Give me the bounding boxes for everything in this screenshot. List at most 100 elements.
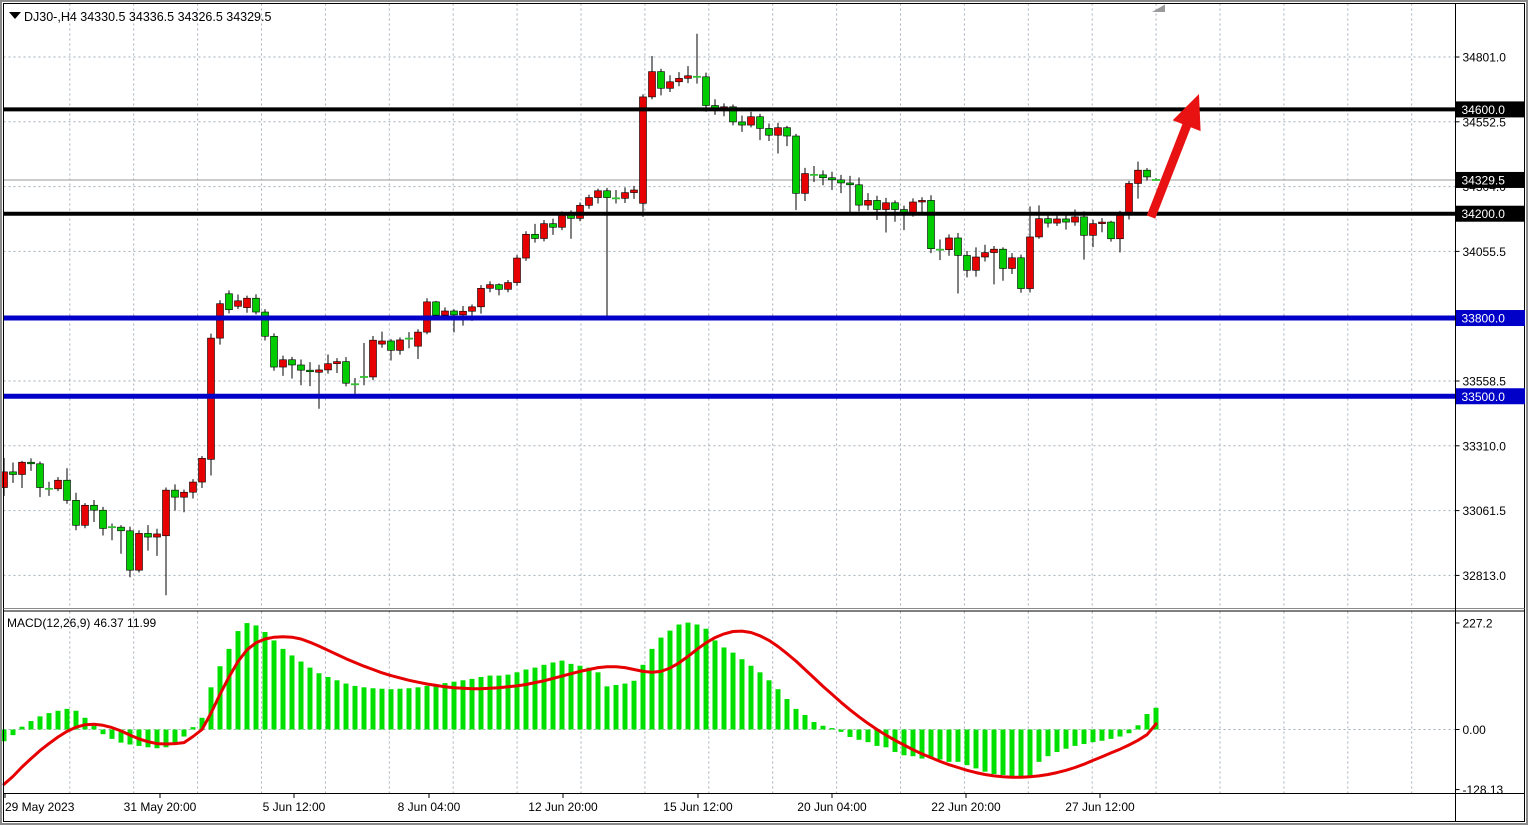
price-badge [1456,171,1525,188]
macd-histogram-bar [91,725,97,730]
chart-title: DJ30-,H4 34330.5 34336.5 34326.5 34329.5 [24,10,271,24]
macd-histogram-bar [100,729,106,735]
macd-histogram-bar [271,640,277,730]
candle-bear [819,174,827,179]
price-tick-label: 33061.5 [1463,504,1507,518]
candle-bull [594,190,602,198]
macd-histogram-bar [37,716,43,730]
macd-histogram-bar [118,729,124,743]
candle-bear [90,504,98,511]
macd-histogram-bar [415,687,421,730]
macd-histogram-bar [640,664,646,730]
candle-bull [333,361,341,364]
macd-histogram-bar [604,686,610,730]
chart-shift-marker-icon[interactable] [1152,4,1165,13]
candle-bear [846,182,854,186]
candle-bear [999,248,1007,269]
candle-bull [18,461,26,475]
trend-arrow-shaft[interactable] [1146,120,1193,219]
candle-bear [729,106,737,123]
candle-bear [432,301,440,316]
candle-bull [279,359,287,368]
macd-histogram-bar [73,710,79,730]
macd-histogram-bar [955,729,961,762]
candle-bear [756,116,764,129]
candle-bear [1017,257,1025,289]
macd-histogram-bar [874,729,880,746]
macd-histogram-bar [1117,729,1123,737]
macd-histogram-bar [253,625,259,730]
candle-bull [486,284,494,289]
symbol-dropdown-icon[interactable] [9,12,21,19]
candle-bear [792,135,800,194]
candle-bull [81,504,89,526]
candle-bear [702,76,710,106]
macd-histogram-bar [586,667,592,730]
candle-bull [477,287,485,308]
candle-bull [801,173,809,194]
macd-histogram-bar [487,675,493,730]
macd-histogram-bar [1126,729,1132,734]
macd-tick-label: -128.13 [1463,783,1504,797]
candle-bull [369,339,377,378]
candle-bull [747,116,755,126]
macd-histogram-bar [667,630,673,730]
macd-histogram-bar [46,713,52,730]
macd-histogram-bar [595,672,601,730]
candle-bull [234,300,242,307]
macd-histogram-bar [532,667,538,730]
macd-histogram-bar [739,659,745,730]
candle-bear [657,71,665,89]
time-tick-label: 12 Jun 20:00 [528,800,598,814]
time-axis[interactable] [3,794,1456,822]
candle-bear [927,200,935,249]
candle-bull [1026,236,1034,289]
candle-bear [261,311,269,337]
macd-histogram-bar [154,729,160,749]
price-badge-label: 34200.0 [1462,207,1506,221]
macd-histogram-bar [919,729,925,759]
macd-histogram-bar [316,673,322,730]
macd-histogram-bar [1144,714,1150,730]
candle-bull [1134,169,1142,184]
candle-bull [315,369,323,373]
macd-histogram-bar [505,674,511,730]
candle-bull [468,306,476,312]
macd-histogram-bar [784,699,790,730]
candle-bear [126,530,134,571]
candle-bear [387,340,395,351]
macd-indicator-label: MACD(12,26,9) 46.37 11.99 [7,616,157,630]
candle-bear [450,310,458,316]
trend-arrow-head[interactable] [1172,94,1201,132]
macd-histogram-bar [694,624,700,730]
macd-histogram-bar [163,729,169,748]
candle-bull [774,127,782,136]
time-tick-label: 27 Jun 12:00 [1065,800,1135,814]
candle-bull [1008,257,1016,269]
candle-bull [1098,221,1106,224]
candle-bull [882,202,890,210]
time-tick-label: 29 May 2023 [5,800,75,814]
macd-histogram-bar [811,722,817,730]
candle-bear [873,200,881,210]
candle-bear [963,255,971,271]
macd-histogram-bar [298,661,304,730]
candle-bull [522,234,530,259]
candle-bull [189,481,197,493]
macd-histogram-bar [451,681,457,730]
time-tick-label: 8 Jun 04:00 [398,800,461,814]
price-axis[interactable] [1455,3,1525,822]
macd-histogram-bar [181,729,187,737]
macd-signal-line [2,629,1158,786]
candle-bear [783,127,791,137]
macd-histogram-bar [343,683,349,730]
candle-bull [216,303,224,339]
candle-bear [1044,218,1052,224]
macd-histogram-bar [1045,729,1051,757]
macd-histogram-bar [820,725,826,730]
macd-histogram-bar [1009,729,1015,777]
candle-bear [1143,169,1151,178]
candle-bull [324,363,332,371]
